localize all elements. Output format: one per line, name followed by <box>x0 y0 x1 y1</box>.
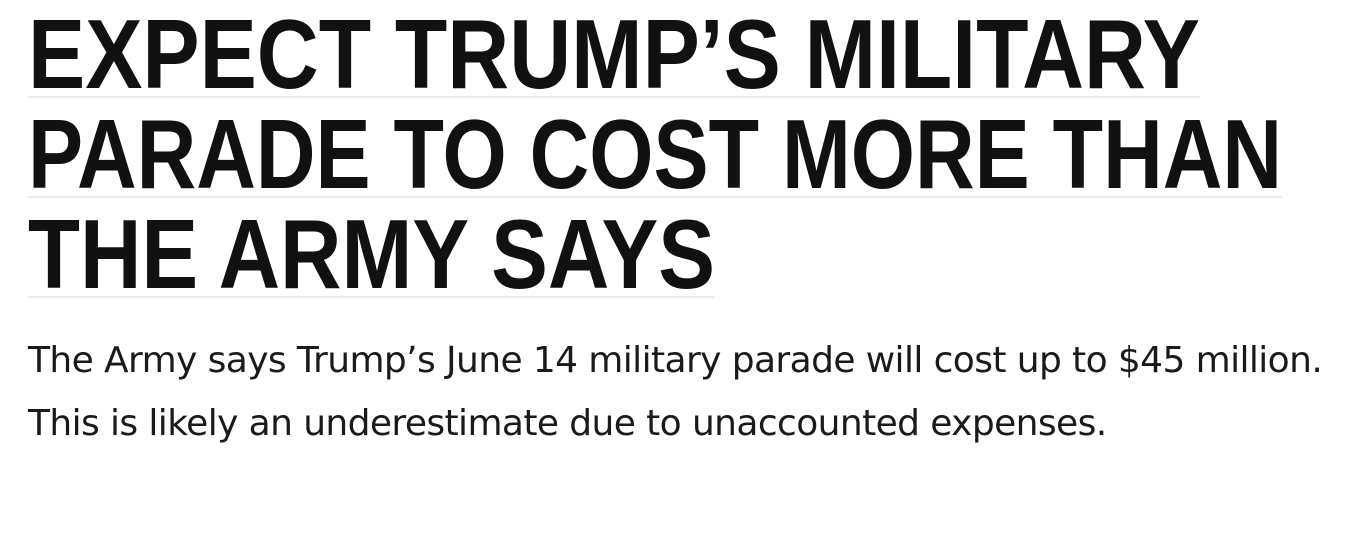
headline-line: THE ARMY SAYS <box>28 199 715 309</box>
headline-line: EXPECT TRUMP’S MILITARY <box>28 0 1200 109</box>
subtitle: The Army says Trump’s June 14 military p… <box>28 340 1323 444</box>
headline-line: PARADE TO COST MORE THAN <box>28 99 1282 209</box>
